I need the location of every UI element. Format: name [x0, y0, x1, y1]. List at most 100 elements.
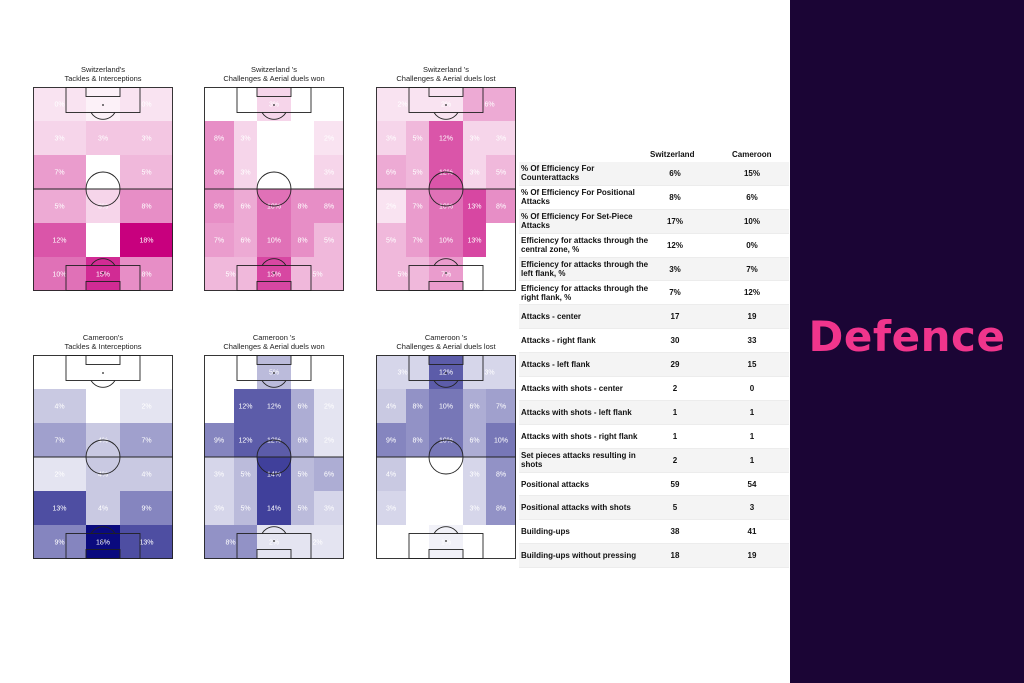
pitch-marking: [428, 549, 464, 559]
heatmap-cell-label: 8%: [297, 204, 307, 211]
pitch-heatmap-1: Switzerland's Tackles & Interceptions 0% 0%…: [33, 65, 173, 293]
heatmap-cell-label: 0%: [312, 370, 322, 377]
heatmap-cell: [204, 223, 234, 257]
pitch-marking: [273, 104, 275, 106]
heatmap-cell: [257, 525, 291, 559]
stats-table: Switzerland Cameroon % Of Efficiency For…: [519, 150, 789, 569]
heatmap-cell: [429, 223, 463, 257]
heatmap-cell-label: 7%: [441, 272, 451, 279]
heatmap-cell: [120, 525, 173, 559]
heatmap-cell-label: 8%: [412, 404, 422, 411]
heatmap-cell: [406, 223, 429, 257]
heatmap-title: Switzerland 's Challenges & Aerial duels …: [376, 65, 516, 83]
heatmap-cell-label: 8%: [496, 204, 506, 211]
heatmap-cell-label: 3%: [240, 136, 250, 143]
heatmap-cell: [234, 491, 257, 525]
heatmap-cell-label: 12%: [267, 438, 281, 445]
heatmap-cell: [291, 355, 344, 389]
heatmap-cell-label: 6%: [240, 204, 250, 211]
heatmap-cell: [376, 423, 406, 457]
switzerland-value: 12%: [666, 240, 683, 250]
heatmap-cell-label: 0%: [441, 506, 451, 513]
heatmap-cell-label: 12%: [439, 136, 453, 143]
heatmap-cell: [406, 423, 429, 457]
heatmap-cell-label: 2%: [386, 204, 396, 211]
heatmap-cell: [291, 189, 314, 223]
heatmap-cell: [376, 189, 406, 223]
heatmap-cell: [406, 189, 429, 223]
heatmap-cell-label: 18%: [96, 540, 110, 547]
heatmap-cell: [429, 389, 463, 423]
metric-label: Efficiency for attacks through the centr…: [521, 236, 649, 255]
pitch-heatmap-5: Cameroon 's Challenges & Aerial duels won…: [204, 333, 344, 561]
pitch-marking: [102, 540, 104, 542]
heatmap-cell-label: 0%: [98, 404, 108, 411]
heatmap-cell-label: 7%: [141, 438, 151, 445]
table-row: Set pieces attacks resulting in shots 2 1: [519, 448, 789, 473]
heatmap-title-line1: Cameroon's: [82, 333, 124, 342]
heatmap-cell-label: 12%: [238, 404, 252, 411]
heatmap-cell: [120, 457, 173, 491]
table-row: % Of Efficiency For Positional Attacks 8%…: [519, 186, 789, 210]
heatmap-cell: [234, 155, 257, 189]
heatmap-cell-label: 0%: [225, 102, 235, 109]
heatmap-cell-label: 4%: [98, 472, 108, 479]
heatmap-cell: [429, 121, 463, 155]
table-row: % Of Efficiency For Set-Piece Attacks 17%…: [519, 209, 789, 234]
heatmap-cell-label: 2%: [324, 136, 334, 143]
heatmap-cell: [463, 121, 486, 155]
heatmap-cell: [204, 525, 257, 559]
heatmap-cell-label: 5%: [297, 472, 307, 479]
heatmap-cell: [463, 457, 486, 491]
heatmap-cell-label: 0%: [397, 540, 407, 547]
heatmap-cell-label: 14%: [267, 506, 281, 513]
metric-label: Building-ups without pressing: [521, 551, 637, 561]
switzerland-value: 8%: [669, 192, 681, 202]
heatmap-cell-label: 3%: [469, 506, 479, 513]
heatmap-cell: [486, 189, 516, 223]
pitch-heatmap-3: Switzerland 's Challenges & Aerial duels …: [376, 65, 516, 293]
heatmap-cell: [486, 457, 516, 491]
heatmap-cell: [33, 389, 86, 423]
heatmap-cell: [234, 457, 257, 491]
heatmap-cell-label: 8%: [324, 204, 334, 211]
pitch-marking: [273, 540, 275, 542]
table-row: Efficiency for attacks through the left …: [519, 257, 789, 282]
metric-label: Attacks with shots - left flank: [521, 407, 632, 417]
heatmap-cell-label: 5%: [412, 170, 422, 177]
heatmap-title-line2: Challenges & Aerial duels won: [223, 74, 325, 83]
heatmap-cell-label: 8%: [496, 506, 506, 513]
pitch-svg: 0% 5% 0% 0% 12% 12% 6% 2% 9% 12% 12% 6% 2% 3% 5% 14% 5% 6…: [204, 355, 344, 559]
switzerland-value: 29: [670, 360, 680, 370]
heatmap-cell: [376, 355, 429, 389]
switzerland-value: 1: [672, 407, 678, 417]
heatmap-cell: [86, 257, 120, 291]
heatmap-cell-label: 8%: [141, 272, 151, 279]
heatmap-cell: [204, 457, 234, 491]
pitch-heatmap-4: Cameroon's Tackles & Interceptions 0% 0% 4% 0…: [33, 333, 173, 561]
heatmap-cell: [120, 223, 173, 257]
heatmap-cell-label: 5%: [312, 272, 322, 279]
heatmap-cell-label: 8%: [412, 438, 422, 445]
heatmap-cell-label: 3%: [141, 136, 151, 143]
metric-label: Efficiency for attacks through the right…: [521, 283, 649, 302]
heatmap-cell-label: 3%: [397, 370, 407, 377]
switzerland-value: 2: [672, 455, 678, 465]
heatmap-cell-label: 3%: [469, 136, 479, 143]
switzerland-value: 18: [670, 551, 680, 561]
heatmap-cell-label: 10%: [439, 438, 453, 445]
heatmap-cell-label: 4%: [54, 404, 64, 411]
heatmap-cell: [314, 155, 344, 189]
heatmap-cell-label: 8%: [225, 540, 235, 547]
heatmap-cell: [204, 87, 257, 121]
main-panel: Switzerland's Tackles & Interceptions 0% 0%…: [33, 65, 789, 569]
heatmap-cell: [120, 87, 173, 121]
heatmap-cell: [120, 121, 173, 155]
table-row: Positional attacks 59 54: [519, 473, 789, 497]
pitch-marking: [445, 540, 447, 542]
heatmap-cell: [33, 223, 86, 257]
heatmap-cell: [463, 189, 486, 223]
pitch-marking: [433, 258, 459, 266]
heatmap-cell-label: 7%: [412, 238, 422, 245]
heatmap-cell-label: 12%: [267, 404, 281, 411]
